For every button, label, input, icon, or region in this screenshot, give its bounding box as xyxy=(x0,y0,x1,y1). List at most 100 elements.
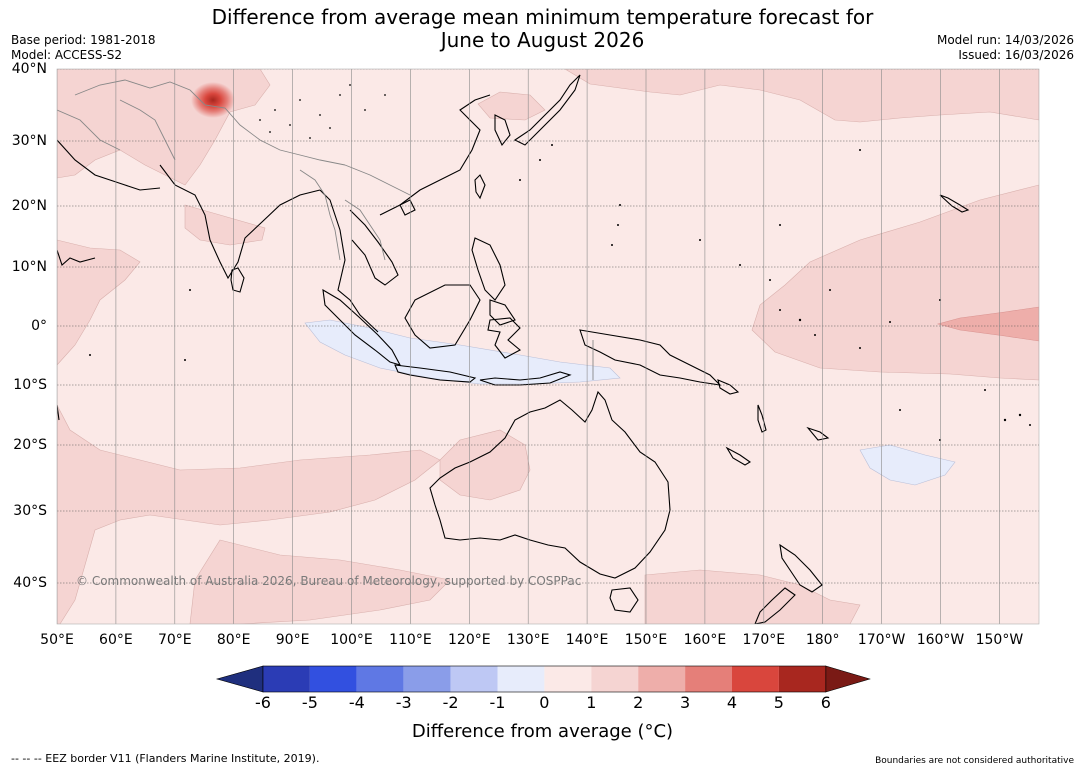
colorbar-segment xyxy=(732,666,779,692)
colorbar-segment xyxy=(497,666,545,692)
coastline-java xyxy=(394,364,477,383)
lon-tick-label: 50°E xyxy=(40,632,74,648)
coastline-solomon xyxy=(717,379,740,395)
colorbar-segment xyxy=(450,666,498,692)
lon-tick-label: 170°E xyxy=(742,632,786,648)
region-south-indian-ocean xyxy=(57,404,441,624)
lon-tick-label: 90°E xyxy=(275,632,310,648)
coastline-sri-lanka xyxy=(230,267,245,293)
coastline-new-zealand-north xyxy=(779,543,823,593)
coastline-philippines xyxy=(471,237,506,301)
region-north-pacific xyxy=(564,69,1039,123)
region-south-pacific-cool xyxy=(859,444,956,486)
lon-tick-label: 160°W xyxy=(916,632,965,648)
lon-tick-label: 150°E xyxy=(624,632,668,648)
anomaly-cool-regions xyxy=(304,319,956,486)
colorbar-segment xyxy=(685,666,732,692)
colorbar-tick-label: -1 xyxy=(489,693,506,712)
coastline-philippines-south xyxy=(489,299,516,326)
coastline-tasmania xyxy=(609,587,639,613)
model-name: Model: ACCESS-S2 xyxy=(11,48,123,62)
lat-tick-label: 30°N xyxy=(11,133,47,149)
coastline-sulawesi xyxy=(487,317,521,359)
coastline-india xyxy=(159,164,321,280)
coastline-hainan xyxy=(399,199,416,216)
lat-tick-label: 30°S xyxy=(13,503,47,519)
region-western-australia xyxy=(439,429,531,501)
colorbar-tick-label: 3 xyxy=(680,693,691,712)
country-borders xyxy=(57,79,594,380)
colorbar-tick-label: 6 xyxy=(820,693,831,712)
coastline-fiji xyxy=(806,426,830,441)
border-afghanistan xyxy=(119,99,176,161)
region-tasman-sea xyxy=(644,569,861,624)
coastline-australia xyxy=(429,390,671,579)
border-myanmar xyxy=(299,169,341,261)
lon-tick-label: 130°E xyxy=(506,632,550,648)
coastline-sumatra xyxy=(322,288,402,366)
lon-tick-label: 150°W xyxy=(975,632,1024,648)
base-period: Base period: 1981-2018 xyxy=(11,33,156,47)
anomaly-2-3-region xyxy=(936,306,1039,342)
coastline-southeast-asia xyxy=(319,189,379,333)
colorbar-segment xyxy=(309,666,357,692)
border-iran xyxy=(57,109,121,151)
border-laos-vietnam xyxy=(344,199,386,261)
coastline-korea xyxy=(494,114,511,147)
colorbar-tick-label: -2 xyxy=(442,693,459,712)
lon-tick-label: 60°E xyxy=(99,632,133,648)
colorbar-tick-label: -4 xyxy=(348,693,365,712)
border-central-asia xyxy=(74,79,346,166)
lat-tick-label: 40°N xyxy=(11,61,47,77)
map-frame xyxy=(56,68,1040,625)
lat-tick-label: 40°S xyxy=(13,575,47,591)
lon-tick-label: 70°E xyxy=(157,632,192,648)
coastlines xyxy=(57,74,970,624)
boundary-disclaimer: Boundaries are not considered authoritat… xyxy=(875,756,1074,766)
colorbar-max-arrow xyxy=(825,665,871,693)
colorbar-tick-label: 1 xyxy=(586,693,597,712)
model-run: Model run: 14/03/2026 xyxy=(936,33,1074,47)
lat-tick-label: 10°S xyxy=(13,377,47,393)
colorbar-label: Difference from average (°C) xyxy=(411,721,674,742)
coastline-new-guinea xyxy=(579,329,722,386)
colorbar-tick-label: -6 xyxy=(255,693,271,712)
colorbar-min-arrow xyxy=(215,665,264,693)
region-java-sea-cool xyxy=(304,319,621,385)
himalaya-hotspot xyxy=(191,82,235,118)
colorbar-tick-label: 4 xyxy=(726,693,738,712)
lat-tick-label: 20°S xyxy=(13,437,47,453)
colorbar-tick-label: 2 xyxy=(633,693,644,712)
coastline-arabia-south xyxy=(57,249,96,266)
lon-tick-label: 180° xyxy=(805,632,840,648)
colorbar-tick-label: 5 xyxy=(773,693,784,712)
coastline-new-zealand-south xyxy=(754,587,796,624)
coastline-taiwan xyxy=(474,174,486,200)
lon-tick-label: 170°W xyxy=(857,632,906,648)
colorbar-tick-label: -3 xyxy=(395,693,412,712)
colorbar-tick-label: -5 xyxy=(301,693,318,712)
region-southern-ocean xyxy=(189,539,451,624)
colorbar-segment xyxy=(638,666,686,692)
lat-tick-label: 10°N xyxy=(11,259,47,275)
copyright-notice: © Commonwealth of Australia 2026, Bureau… xyxy=(76,574,582,588)
pacific-islands xyxy=(89,84,1031,441)
chart-title-line2: June to August 2026 xyxy=(440,28,645,52)
lat-tick-label: 20°N xyxy=(11,198,47,214)
colorbar-segment xyxy=(591,666,639,692)
colorbar-segment xyxy=(403,666,451,692)
colorbar-segment xyxy=(544,666,592,692)
coastline-new-caledonia xyxy=(725,446,752,466)
colorbar-tick-label: 0 xyxy=(539,693,550,712)
colorbar-segment xyxy=(778,666,826,692)
lon-tick-label: 140°E xyxy=(565,632,609,648)
lon-tick-label: 120°E xyxy=(448,632,491,648)
colorbar-segment xyxy=(263,666,310,692)
lon-tick-label: 100°E xyxy=(330,632,373,648)
coastline-east-africa xyxy=(57,404,60,421)
coastline-indochina xyxy=(349,209,399,286)
border-china-south xyxy=(344,164,411,196)
colorbar xyxy=(215,665,871,693)
coastline-china xyxy=(379,94,491,216)
